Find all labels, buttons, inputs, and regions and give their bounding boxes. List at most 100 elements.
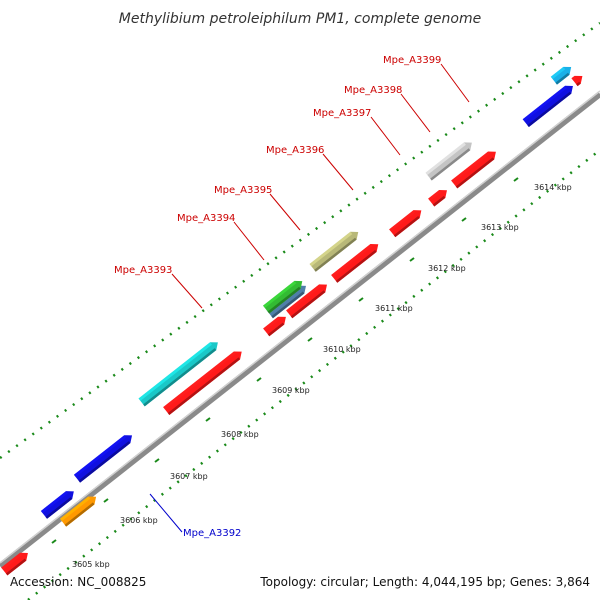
cyan-feature-highlight: [138, 342, 212, 401]
blue-feature[interactable]: [73, 435, 133, 483]
cds-feature-shadow: [290, 290, 326, 319]
cds-feature-highlight: [331, 244, 373, 278]
tick-mark: [409, 257, 415, 262]
tick-label: 3612 kbp: [428, 264, 466, 273]
gene-label-text[interactable]: Mpe_A3394: [177, 213, 235, 224]
gene-features: [1, 66, 583, 576]
backbone-line: [0, 91, 600, 569]
olive-feature-highlight: [309, 231, 353, 267]
cds-feature-highlight: [389, 210, 416, 232]
gene-labels: Mpe_A3392 Mpe_A3393 Mpe_A3394 Mpe_A3395 …: [114, 55, 470, 539]
tick-label: 3613 kbp: [481, 223, 519, 232]
green-feature-shadow: [267, 286, 301, 314]
tick-3614: 3614 kbp: [513, 177, 572, 192]
cyan-feature-shadow: [143, 348, 217, 407]
tick-label: 3609 kbp: [272, 386, 310, 395]
orange-feature[interactable]: [60, 496, 97, 527]
tick-label: 3608 kbp: [221, 430, 259, 439]
cds-feature[interactable]: [451, 151, 496, 189]
tick-label: 3611 kbp: [375, 304, 413, 313]
tick-3612: 3612 kbp: [409, 257, 466, 273]
cds-feature-shadow: [455, 157, 495, 189]
gene-label-mpe-a3394[interactable]: Mpe_A3394: [177, 213, 265, 261]
tick-3608: 3608 kbp: [205, 417, 259, 439]
tick-mark: [513, 177, 519, 182]
steel-feature[interactable]: [266, 285, 306, 319]
gene-label-text[interactable]: Mpe_A3395: [214, 185, 272, 196]
tick-mark: [51, 539, 57, 544]
tick-mark: [358, 297, 364, 302]
cds-feature[interactable]: [389, 210, 422, 238]
dotted-guide-outer: [0, 21, 600, 460]
tick-label: 3605 kbp: [72, 560, 110, 569]
cds-feature-highlight: [163, 351, 236, 410]
gene-label-mpe-a3397[interactable]: Mpe_A3397: [313, 108, 401, 156]
tick-3611: 3611 kbp: [358, 297, 413, 313]
tick-label: 3614 kbp: [534, 183, 572, 192]
gene-label-text[interactable]: Mpe_A3393: [114, 265, 172, 276]
blue-feature-highlight: [40, 491, 68, 514]
gene-label-text[interactable]: Mpe_A3396: [266, 145, 324, 156]
blue-feature[interactable]: [40, 491, 74, 519]
gene-label-mpe-a3392[interactable]: Mpe_A3392: [149, 493, 241, 539]
tick-mark: [154, 458, 160, 463]
cds-feature-highlight: [286, 284, 322, 313]
blue-feature[interactable]: [522, 85, 573, 128]
gene-label-mpe-a3395[interactable]: Mpe_A3395: [214, 185, 301, 231]
cds-feature-highlight: [571, 75, 577, 81]
blue-feature-highlight: [522, 85, 567, 122]
cds-feature-highlight: [451, 151, 490, 183]
cds-feature[interactable]: [163, 351, 242, 415]
map-title: Methylibium petroleiphilum PM1, complete…: [119, 11, 481, 27]
cds-feature-highlight: [428, 189, 442, 202]
cds-feature-shadow: [5, 558, 27, 576]
gene-label-text[interactable]: Mpe_A3399: [383, 55, 441, 66]
tick-3607: 3607 kbp: [154, 458, 208, 481]
leader-line: [233, 221, 265, 261]
cds-feature-shadow: [267, 322, 285, 337]
blue-feature-highlight: [73, 435, 127, 478]
tick-mark: [461, 217, 467, 222]
leader-line: [400, 93, 431, 133]
cds-feature[interactable]: [428, 189, 447, 207]
tick-mark: [307, 337, 313, 342]
tick-label: 3607 kbp: [170, 472, 208, 481]
genome-summary-text: Topology: circular; Length: 4,044,195 bp…: [259, 575, 590, 589]
grey-feature-highlight: [425, 142, 466, 176]
cyan-feature[interactable]: [138, 342, 218, 407]
tick-mark: [103, 498, 109, 503]
cds-feature-highlight: [1, 552, 22, 570]
grey-feature[interactable]: [425, 142, 472, 181]
orange-feature-highlight: [60, 496, 91, 522]
cds-feature[interactable]: [286, 284, 327, 319]
cds-feature[interactable]: [1, 552, 28, 576]
olive-feature[interactable]: [309, 231, 359, 272]
tick-label: 3606 kbp: [120, 516, 158, 525]
sky-feature[interactable]: [550, 66, 572, 85]
tick-3609: 3609 kbp: [256, 377, 310, 395]
tick-3610: 3610 kbp: [307, 337, 361, 354]
cds-feature-highlight: [263, 316, 280, 331]
gene-label-text[interactable]: Mpe_A3392: [183, 528, 241, 539]
gene-label-text[interactable]: Mpe_A3397: [313, 108, 371, 119]
cds-feature[interactable]: [331, 244, 379, 283]
gene-label-mpe-a3393[interactable]: Mpe_A3393: [114, 265, 203, 309]
gene-label-mpe-a3398[interactable]: Mpe_A3398: [344, 85, 431, 133]
green-feature-highlight: [263, 280, 297, 309]
leader-line: [269, 193, 301, 231]
gene-label-mpe-a3396[interactable]: Mpe_A3396: [266, 145, 354, 191]
tick-3605: 3605 kbp: [51, 539, 110, 569]
scale-ticks: 3605 kbp 3606 kbp 3607 kbp 3608 kbp 3609…: [51, 177, 572, 569]
gene-label-mpe-a3399[interactable]: Mpe_A3399: [383, 55, 470, 103]
backbone: [0, 90, 600, 569]
tick-label: 3610 kbp: [323, 345, 361, 354]
cds-feature[interactable]: [263, 316, 286, 337]
cds-feature-shadow: [432, 195, 446, 207]
cds-feature-shadow: [393, 216, 420, 238]
gene-label-text[interactable]: Mpe_A3398: [344, 85, 402, 96]
orange-feature-shadow: [64, 502, 95, 527]
green-feature[interactable]: [263, 280, 303, 314]
cds-feature-shadow: [335, 249, 377, 283]
steel-feature-shadow: [271, 291, 305, 319]
